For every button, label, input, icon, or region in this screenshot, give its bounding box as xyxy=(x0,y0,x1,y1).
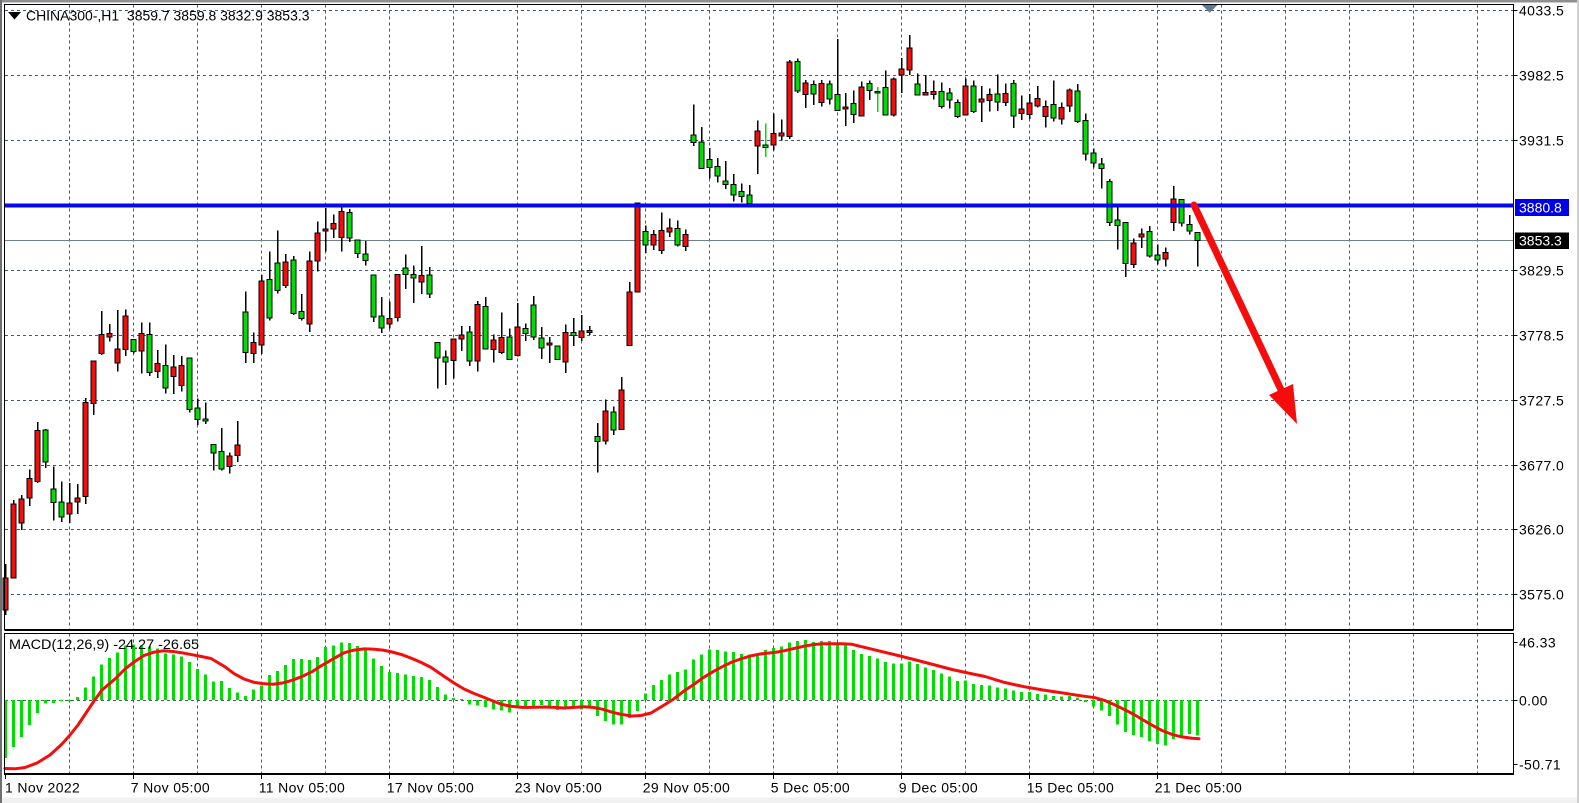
svg-text:CHINA300-,H1 3859.7 3859.8 38: CHINA300-,H1 3859.7 3859.8 3832.9 3853.3 xyxy=(26,8,310,24)
svg-text:5 Dec 05:00: 5 Dec 05:00 xyxy=(771,780,850,796)
svg-text:3626.0: 3626.0 xyxy=(1519,522,1564,538)
svg-text:46.33: 46.33 xyxy=(1519,635,1556,651)
svg-text:23 Nov 05:00: 23 Nov 05:00 xyxy=(515,780,602,796)
svg-text:3677.0: 3677.0 xyxy=(1519,458,1564,474)
svg-text:3778.5: 3778.5 xyxy=(1519,328,1564,344)
svg-text:3575.0: 3575.0 xyxy=(1519,587,1564,603)
svg-text:3853.3: 3853.3 xyxy=(1519,233,1562,249)
svg-text:4033.5: 4033.5 xyxy=(1519,3,1564,19)
svg-text:29 Nov 05:00: 29 Nov 05:00 xyxy=(643,780,730,796)
svg-text:MACD(12,26,9) -24.27 -26.65: MACD(12,26,9) -24.27 -26.65 xyxy=(9,636,199,652)
svg-text:3880.8: 3880.8 xyxy=(1519,200,1562,216)
svg-text:0.00: 0.00 xyxy=(1519,693,1548,709)
svg-text:3931.5: 3931.5 xyxy=(1519,133,1564,149)
svg-text:9 Dec 05:00: 9 Dec 05:00 xyxy=(899,780,978,796)
svg-text:21 Dec 05:00: 21 Dec 05:00 xyxy=(1155,780,1242,796)
svg-text:11 Nov 05:00: 11 Nov 05:00 xyxy=(259,780,345,796)
svg-text:3727.5: 3727.5 xyxy=(1519,393,1564,409)
svg-text:15 Dec 05:00: 15 Dec 05:00 xyxy=(1027,780,1114,796)
svg-text:-50.71: -50.71 xyxy=(1519,757,1561,773)
svg-text:3829.5: 3829.5 xyxy=(1519,263,1564,279)
svg-text:7 Nov 05:00: 7 Nov 05:00 xyxy=(131,780,210,796)
svg-text:1 Nov 2022: 1 Nov 2022 xyxy=(5,780,80,796)
svg-text:17 Nov 05:00: 17 Nov 05:00 xyxy=(387,780,474,796)
svg-text:3982.5: 3982.5 xyxy=(1519,68,1564,84)
